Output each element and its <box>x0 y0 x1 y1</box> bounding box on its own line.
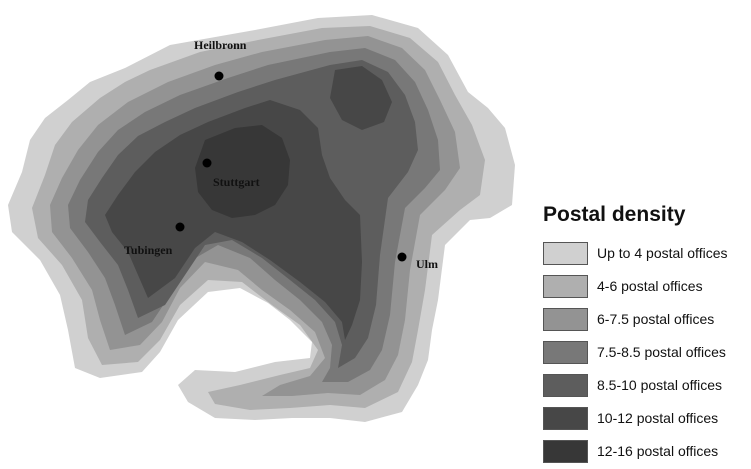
city-label-ulm: Ulm <box>416 257 438 271</box>
legend-swatch <box>543 406 588 430</box>
city-markers: Heilbronn Stuttgart Tubingen Ulm <box>124 38 438 271</box>
legend-label: 12-16 postal offices <box>597 443 719 459</box>
legend-item: Up to 4 postal offices <box>543 238 751 268</box>
legend-item: 10-12 postal offices <box>543 403 751 433</box>
legend-label: 8.5-10 postal offices <box>597 377 723 393</box>
city-dot-tubingen <box>175 222 185 232</box>
city-label-stuttgart: Stuttgart <box>213 175 260 189</box>
legend-item: 4-6 postal offices <box>543 271 751 301</box>
legend-item: 8.5-10 postal offices <box>543 370 751 400</box>
legend-item: 7.5-8.5 postal offices <box>543 337 751 367</box>
legend-swatch <box>543 439 588 463</box>
legend-item: 6-7.5 postal offices <box>543 304 751 334</box>
legend: Postal density Up to 4 postal offices 4-6… <box>543 203 751 469</box>
legend-swatch <box>543 307 588 331</box>
legend-swatch <box>543 340 588 364</box>
legend-title: Postal density <box>543 203 686 226</box>
city-label-heilbronn: Heilbronn <box>194 38 247 52</box>
legend-swatch <box>543 274 588 298</box>
city-label-tubingen: Tubingen <box>124 243 173 257</box>
city-dot-heilbronn <box>214 71 224 81</box>
density-zones <box>8 15 515 422</box>
zone-12-16 <box>195 125 290 218</box>
legend-label: 10-12 postal offices <box>597 410 719 426</box>
legend-item: 12-16 postal offices <box>543 436 751 466</box>
legend-label: 4-6 postal offices <box>597 278 703 294</box>
legend-label: Up to 4 postal offices <box>597 245 728 261</box>
legend-swatch <box>543 373 588 397</box>
city-dot-ulm <box>397 252 407 262</box>
legend-items: Up to 4 postal offices 4-6 postal offices… <box>543 238 751 466</box>
city-dot-stuttgart <box>202 158 212 168</box>
legend-label: 7.5-8.5 postal offices <box>597 344 726 360</box>
legend-swatch <box>543 241 588 265</box>
density-map: Heilbronn Stuttgart Tubingen Ulm <box>8 15 515 422</box>
legend-label: 6-7.5 postal offices <box>597 311 715 327</box>
